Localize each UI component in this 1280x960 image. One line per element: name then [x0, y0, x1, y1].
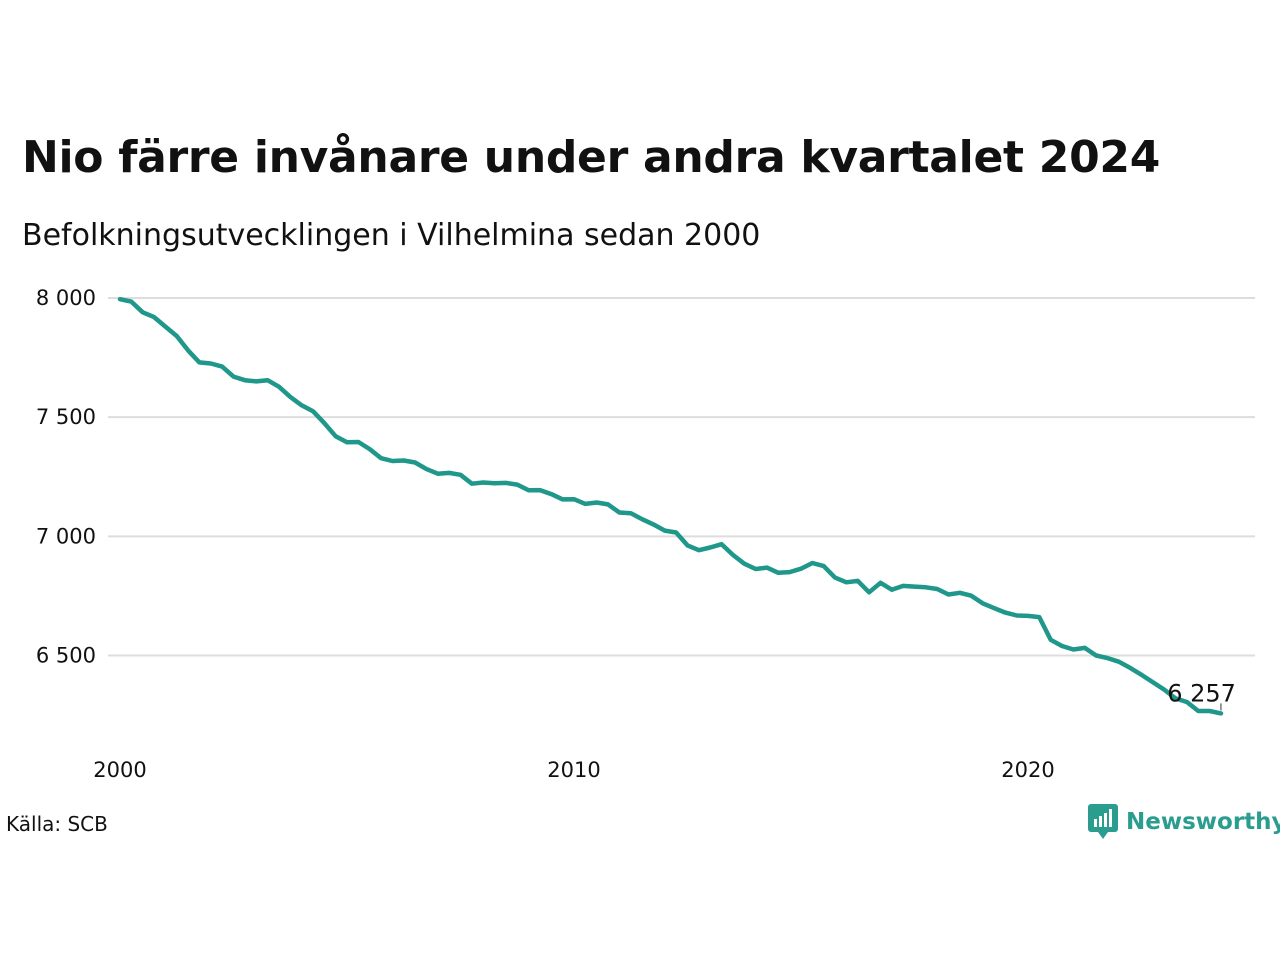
chart-title: Nio färre invånare under andra kvartalet…	[22, 132, 1161, 183]
brand-name: Newsworthy	[1126, 809, 1280, 835]
y-tick-label: 6 500	[36, 644, 96, 668]
brand: Newsworthy	[1088, 804, 1280, 840]
y-tick-label: 7 500	[36, 405, 96, 429]
y-tick-label: 7 000	[36, 524, 96, 548]
x-tick-label: 2020	[1001, 758, 1054, 782]
x-tick-label: 2010	[547, 758, 600, 782]
y-tick-label: 8 000	[36, 286, 96, 310]
series-line	[117, 296, 1224, 716]
source-label: Källa: SCB	[6, 812, 108, 836]
end-value-label: 6 257	[1167, 679, 1236, 707]
x-tick-label: 2000	[93, 758, 146, 782]
newsworthy-logo-icon	[1088, 804, 1118, 839]
chart-subtitle: Befolkningsutvecklingen i Vilhelmina sed…	[22, 218, 761, 253]
